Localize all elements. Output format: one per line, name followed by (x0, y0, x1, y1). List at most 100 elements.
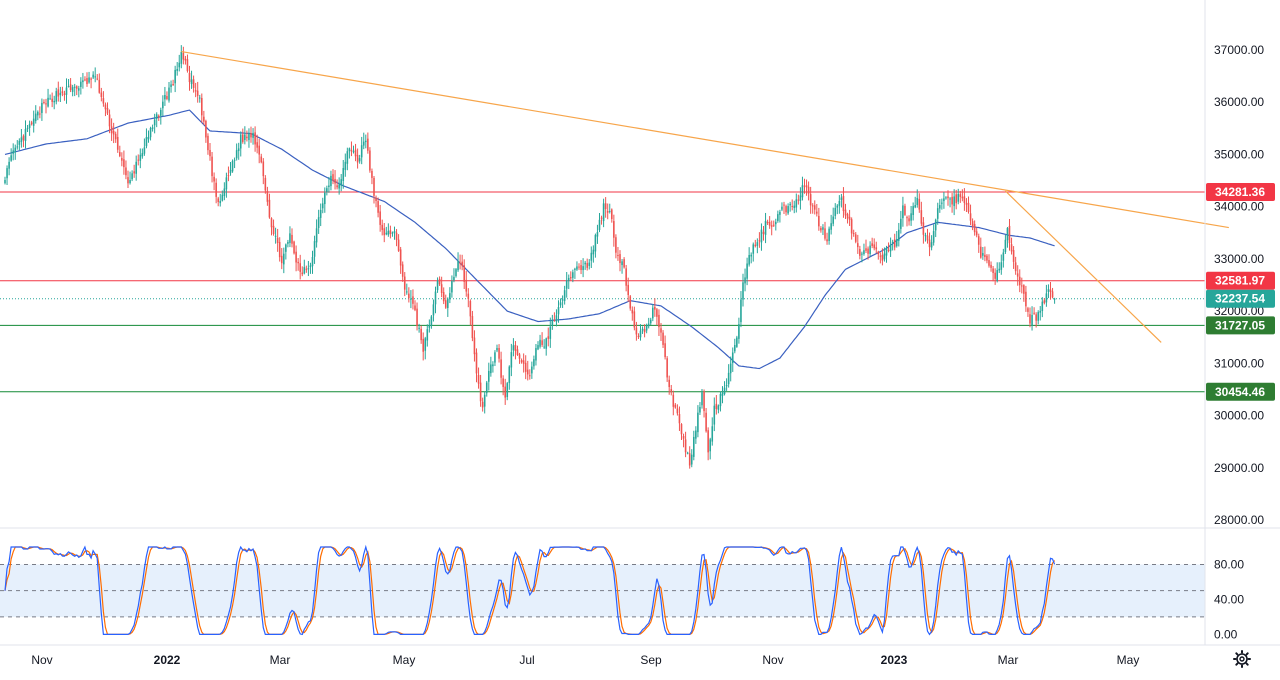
candle (492, 361, 494, 373)
candle (416, 302, 418, 331)
candle (55, 87, 58, 105)
candle (311, 250, 314, 274)
candle (94, 67, 96, 83)
candle (500, 351, 502, 385)
candle (766, 219, 769, 225)
candle (473, 330, 476, 362)
candle (8, 157, 10, 176)
candle (818, 207, 820, 231)
candle (217, 196, 219, 207)
candle (873, 238, 875, 251)
candle (166, 91, 168, 101)
candle (379, 205, 381, 232)
candle (340, 173, 342, 192)
candle (551, 314, 554, 330)
candle (65, 78, 68, 104)
candle (352, 145, 355, 154)
candle (426, 324, 429, 347)
candle (801, 176, 804, 201)
last-price-tag[interactable]: 32237.54 (1206, 289, 1275, 308)
candle (369, 147, 371, 173)
candle (262, 158, 265, 185)
candle (859, 245, 861, 260)
candle (192, 75, 195, 93)
candle (49, 94, 51, 100)
candle (746, 257, 748, 286)
candle (490, 356, 492, 377)
candle (611, 208, 613, 223)
candle (510, 343, 513, 377)
candle (990, 261, 992, 272)
candle (549, 317, 552, 348)
candle (420, 325, 422, 344)
candle (295, 245, 297, 272)
price-tick-label: 37000.00 (1214, 43, 1264, 57)
candle (496, 344, 498, 353)
gear-icon[interactable] (1233, 650, 1251, 668)
candle (643, 324, 646, 338)
candle (1027, 306, 1029, 317)
candle (459, 254, 461, 270)
candle (209, 143, 211, 161)
candle (969, 204, 972, 226)
candle (356, 148, 359, 169)
trendline[interactable] (1004, 190, 1162, 343)
candle (1012, 246, 1015, 269)
time-axis[interactable]: Nov 2022 Mar May Jul Sep Nov 2023 Mar May (31, 653, 1139, 667)
level-price-tag[interactable]: 31727.05 (1206, 316, 1275, 335)
level-price-tag[interactable]: 34281.36 (1206, 182, 1275, 201)
candle (512, 338, 515, 357)
candle (102, 91, 105, 107)
candle (930, 235, 933, 251)
candle (701, 389, 703, 409)
candle (752, 242, 755, 262)
time-axis-label: Sep (640, 653, 662, 667)
candle (867, 246, 869, 260)
candle (707, 427, 709, 461)
level-price-tag[interactable]: 32581.97 (1206, 271, 1275, 290)
oscillator-axis[interactable]: 80.00 40.00 0.00 (1214, 557, 1244, 641)
candle (20, 128, 23, 148)
candle (1029, 307, 1031, 328)
candle (170, 80, 172, 93)
trendline[interactable] (181, 50, 1229, 229)
candle (350, 141, 353, 157)
price-axis[interactable]: 37000.00 36000.00 35000.00 34000.00 33000.00… (1214, 43, 1264, 527)
level-price-tag[interactable]: 30454.46 (1206, 382, 1275, 401)
candle (100, 87, 103, 102)
candle (119, 145, 121, 158)
candle (162, 95, 164, 117)
candle (412, 289, 414, 310)
candle (1010, 237, 1013, 255)
candle (32, 110, 35, 133)
candle (613, 214, 615, 247)
candle (125, 160, 127, 180)
candle (160, 107, 162, 125)
candle (715, 395, 718, 415)
candle (570, 271, 572, 282)
candle (588, 259, 591, 270)
candle (883, 247, 886, 262)
candle (604, 197, 607, 218)
candle (670, 384, 673, 396)
candle (871, 237, 873, 249)
candle (813, 200, 816, 215)
candle (297, 258, 299, 271)
candle (875, 241, 878, 254)
candle (430, 315, 433, 329)
candle (397, 234, 400, 252)
candle (172, 79, 174, 86)
candle (539, 334, 541, 349)
candle (834, 203, 837, 220)
candle (39, 106, 41, 119)
candle (110, 118, 113, 141)
candle (244, 126, 246, 145)
candle (123, 150, 125, 175)
candle (346, 147, 349, 171)
candle (215, 178, 217, 204)
candle (649, 317, 652, 326)
candle (852, 229, 855, 237)
candle (145, 128, 148, 149)
candle (10, 148, 12, 162)
